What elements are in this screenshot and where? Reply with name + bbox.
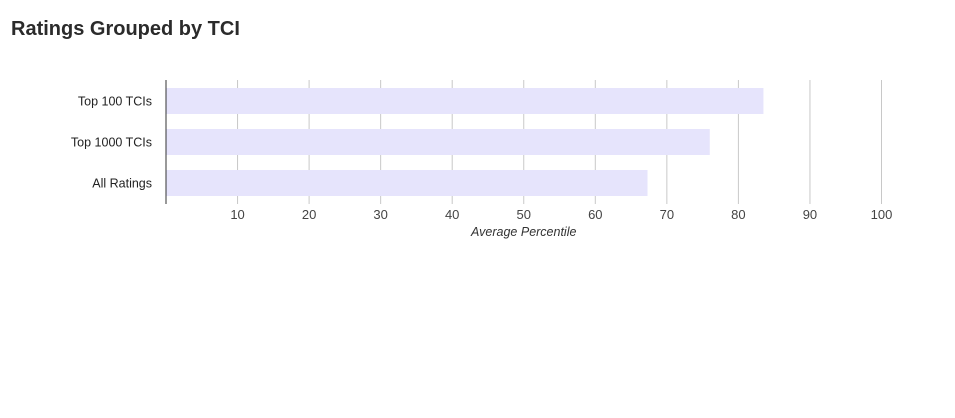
bar [166,88,764,114]
x-tick-label: 30 [373,207,387,222]
category-labels: Top 100 TCIs Top 1000 TCIs All Ratings [71,95,152,191]
x-tick-label: 100 [871,207,893,222]
x-tick-label: 10 [230,207,244,222]
bars [166,88,764,196]
x-tick-label: 70 [660,207,674,222]
chart-title: Ratings Grouped by TCI [11,18,240,40]
category-label: All Ratings [92,177,152,191]
x-axis-label: Average Percentile [470,225,576,239]
x-tick-label: 20 [302,207,316,222]
bar [166,170,648,196]
category-label: Top 1000 TCIs [71,136,152,150]
x-tick-label: 90 [803,207,817,222]
x-tick-label: 60 [588,207,602,222]
x-tick-labels: 10 20 30 40 50 60 70 80 90 100 [230,207,892,222]
x-tick-label: 40 [445,207,459,222]
bar [166,129,710,155]
x-tick-label: 80 [731,207,745,222]
category-label: Top 100 TCIs [78,95,152,109]
x-tick-label: 50 [517,207,531,222]
